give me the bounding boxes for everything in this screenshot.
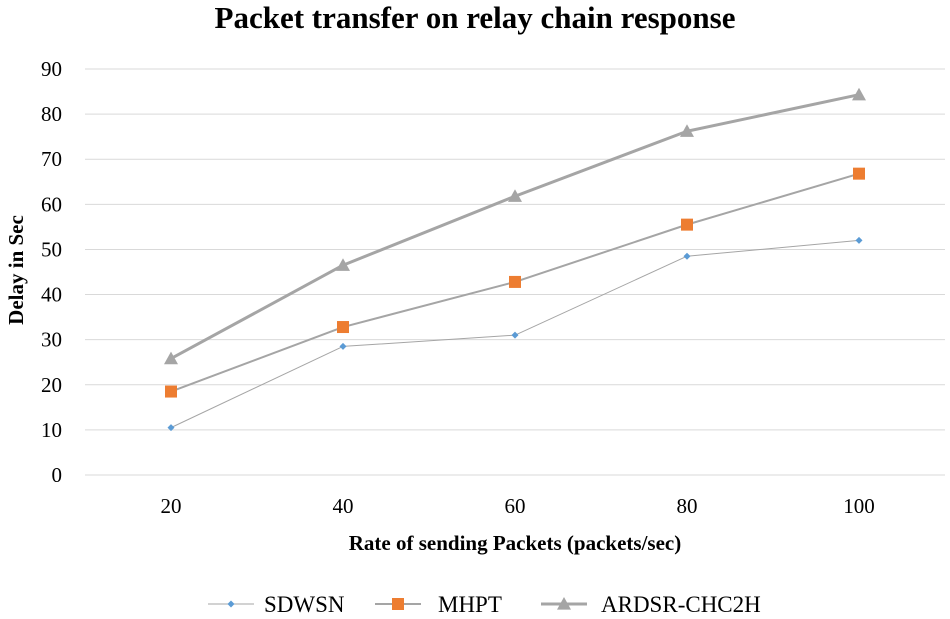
- data-point: [336, 258, 350, 271]
- y-tick-label: 60: [41, 192, 62, 216]
- legend-marker: [557, 597, 571, 610]
- legend-item: MHPT: [375, 592, 502, 617]
- y-tick-label: 30: [41, 328, 62, 352]
- y-axis-ticks: 0 10 20 30 40 50 60 70 80 90: [41, 57, 62, 487]
- x-axis-title: Rate of sending Packets (packets/sec): [349, 531, 681, 555]
- y-tick-label: 50: [41, 237, 62, 261]
- legend-label: MHPT: [438, 592, 502, 617]
- y-tick-label: 40: [41, 283, 62, 307]
- series-ardsr-chc2h: [164, 87, 866, 365]
- data-point: [339, 342, 347, 350]
- series-mhpt: [165, 167, 865, 398]
- legend-item: SDWSN: [208, 592, 345, 617]
- data-point: [509, 275, 521, 288]
- legend-label: SDWSN: [264, 592, 345, 617]
- y-tick-label: 20: [41, 373, 62, 397]
- legend-item: ARDSR-CHC2H: [541, 592, 761, 617]
- data-point: [337, 321, 349, 334]
- data-point: [167, 424, 175, 432]
- data-point: [852, 87, 866, 101]
- x-tick-label: 80: [677, 494, 698, 518]
- data-point: [164, 351, 178, 365]
- x-tick-label: 20: [161, 494, 182, 518]
- x-axis-ticks: 20 40 60 80 100: [161, 494, 875, 518]
- legend-label: ARDSR-CHC2H: [601, 592, 761, 617]
- data-point: [165, 385, 177, 398]
- y-tick-label: 10: [41, 418, 62, 442]
- x-tick-label: 40: [333, 494, 354, 518]
- chart-title: Packet transfer on relay chain response: [215, 0, 736, 35]
- y-tick-label: 0: [52, 463, 63, 487]
- legend: SDWSN MHPT ARDSR-CHC2H: [208, 592, 761, 617]
- series-sdwsn: [167, 236, 863, 432]
- data-point: [511, 331, 519, 339]
- data-point: [853, 167, 865, 180]
- y-tick-label: 70: [41, 147, 62, 171]
- data-point: [681, 218, 693, 231]
- legend-marker: [227, 600, 235, 608]
- data-point: [683, 252, 691, 260]
- data-point: [508, 189, 522, 202]
- x-tick-label: 60: [505, 494, 526, 518]
- data-point: [680, 124, 694, 137]
- gridlines: [85, 68, 945, 476]
- legend-marker: [392, 598, 404, 610]
- y-tick-label: 80: [41, 102, 62, 126]
- series-layer: [164, 87, 866, 432]
- y-axis-title: Delay in Sec: [4, 215, 28, 325]
- y-tick-label: 90: [41, 57, 62, 81]
- data-point: [855, 236, 863, 244]
- series-line: [170, 93, 860, 360]
- x-tick-label: 100: [843, 494, 875, 518]
